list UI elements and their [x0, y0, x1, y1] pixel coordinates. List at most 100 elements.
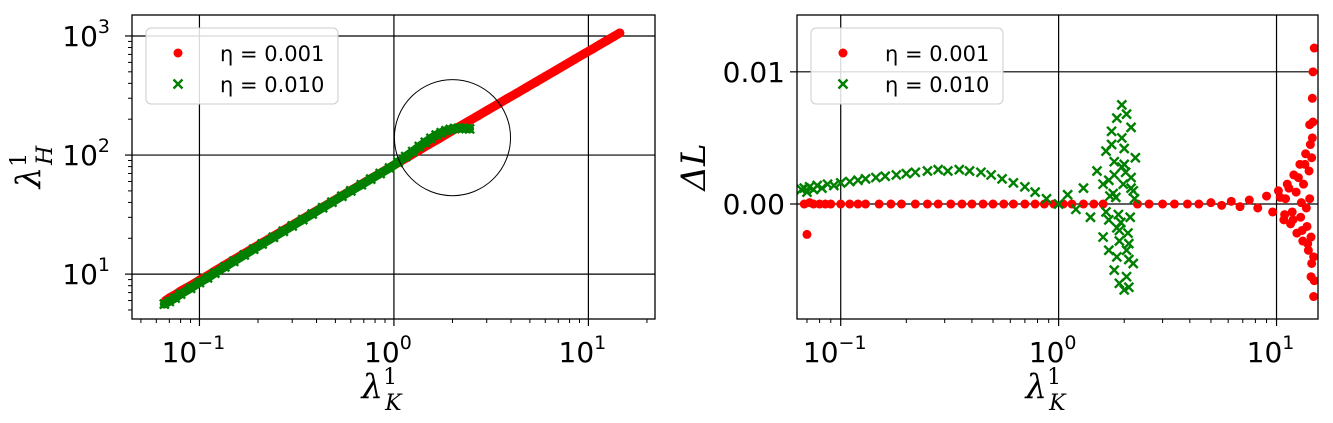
data-point	[967, 199, 977, 209]
data-point	[975, 166, 987, 178]
legend-entry: η = 0.001	[885, 42, 989, 66]
data-point	[933, 199, 943, 209]
data-point	[1008, 199, 1018, 209]
data-point	[326, 196, 338, 208]
data-point	[1120, 166, 1131, 178]
data-point	[900, 168, 912, 179]
data-point	[1281, 194, 1291, 204]
data-point	[1301, 203, 1311, 213]
x-tick-label: 100	[1029, 332, 1077, 369]
data-point	[286, 220, 298, 232]
data-point	[1114, 235, 1125, 247]
legend-box	[145, 27, 339, 105]
data-point	[909, 166, 921, 178]
data-point	[602, 35, 612, 45]
plot-frame	[131, 14, 656, 320]
data-point	[835, 177, 847, 189]
data-point	[844, 176, 856, 187]
data-point	[297, 214, 309, 225]
data-point	[1008, 177, 1019, 189]
chart-panel-2: 10−1 100 101 0.00 0.01 η = 0.001 η = 0.010 λ1 K Δ…	[674, 14, 1319, 416]
data-point	[413, 141, 425, 152]
data-point	[1103, 214, 1115, 226]
data-point	[473, 111, 483, 121]
data-point	[1129, 193, 1140, 205]
data-point	[228, 256, 240, 267]
data-point	[1206, 198, 1216, 208]
x-tick-label: 10−1	[803, 332, 867, 369]
data-point	[1217, 200, 1227, 210]
data-point	[964, 165, 975, 177]
data-point	[1070, 203, 1082, 215]
data-point	[1304, 166, 1314, 176]
data-point	[1182, 199, 1192, 209]
data-point	[1085, 211, 1096, 223]
legend: η = 0.001 η = 0.010	[810, 27, 1004, 105]
data-point	[1097, 231, 1109, 243]
data-point	[1098, 199, 1108, 209]
data-point	[268, 231, 279, 243]
data-point	[879, 170, 891, 182]
legend-marker	[173, 48, 183, 58]
data-point	[1020, 199, 1030, 209]
data-point	[1108, 264, 1120, 276]
data-point	[425, 133, 437, 144]
legend-entry: η = 0.010	[885, 73, 989, 97]
data-point	[1300, 159, 1310, 169]
chart-panel-1: 10−1 100 101 101 102 103 η = 0.001 η = 0.010 λ1 K…	[7, 14, 656, 416]
data-point	[1089, 199, 1099, 209]
data-point	[1078, 199, 1088, 209]
data-point	[978, 199, 988, 209]
data-point	[1268, 207, 1278, 217]
y-axis-label: λ1H	[7, 145, 58, 191]
data-point	[1123, 254, 1135, 265]
data-point	[1284, 183, 1294, 193]
data-layer	[797, 43, 1318, 302]
data-point	[1123, 281, 1135, 293]
data-point	[886, 199, 896, 209]
data-point	[1030, 199, 1040, 209]
data-point	[1124, 211, 1136, 223]
data-point	[336, 190, 348, 202]
data-point	[1244, 195, 1254, 205]
data-point	[861, 199, 871, 209]
data-point	[1116, 132, 1128, 144]
y-tick-label: 0.00	[723, 188, 785, 221]
legend-marker	[837, 78, 849, 90]
data-point	[1299, 179, 1309, 189]
data-point	[1091, 165, 1103, 177]
data-point	[1106, 125, 1117, 137]
data-point	[1288, 215, 1298, 225]
series-2	[158, 122, 475, 310]
data-point	[890, 169, 902, 181]
data-point	[1103, 174, 1115, 186]
data-point	[922, 199, 932, 209]
data-point	[946, 199, 956, 209]
data-point	[531, 77, 541, 87]
data-point	[932, 164, 944, 175]
data-point	[828, 180, 840, 191]
data-point	[957, 199, 967, 209]
data-point	[460, 123, 472, 134]
data-point	[1309, 292, 1318, 302]
data-point	[1305, 120, 1315, 130]
data-point	[922, 165, 933, 177]
data-point	[512, 88, 522, 98]
data-point	[1062, 189, 1073, 201]
data-point	[400, 151, 412, 162]
data-point	[1306, 232, 1316, 242]
data-point	[1053, 198, 1064, 210]
data-point	[1108, 156, 1120, 168]
data-point	[540, 71, 550, 81]
data-point	[1309, 43, 1318, 53]
data-point	[579, 49, 589, 59]
data-point	[1287, 207, 1297, 217]
legend-entry: η = 0.010	[220, 73, 324, 97]
data-point	[384, 162, 395, 174]
plot-frame	[796, 14, 1319, 320]
data-point	[1115, 217, 1127, 228]
data-point	[1111, 112, 1123, 124]
data-point	[1226, 196, 1236, 206]
y-tick-label: 103	[62, 16, 110, 53]
